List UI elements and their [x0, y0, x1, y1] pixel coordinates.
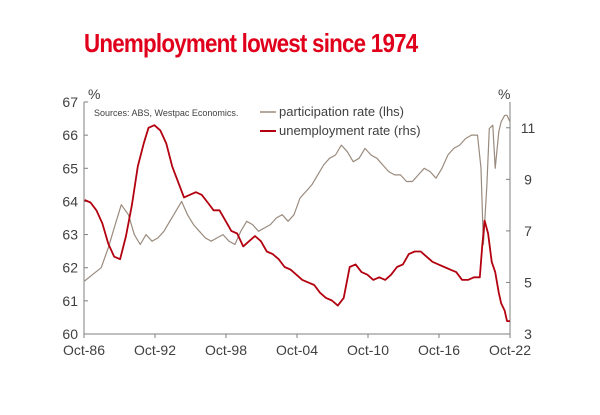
legend-label-participation: participation rate (lhs)	[279, 104, 404, 119]
series-layer	[84, 114, 511, 323]
right-tick-label: 9	[524, 171, 532, 187]
left-tick-label: 61	[62, 293, 78, 309]
x-tick-label: Oct-98	[205, 342, 247, 358]
left-tick-label: 60	[62, 326, 78, 342]
participation-rate-line	[84, 114, 511, 282]
x-tick-label: Oct-86	[63, 342, 105, 358]
right-tick-label: 5	[524, 274, 532, 290]
right-tick-label: 3	[524, 326, 532, 342]
right-tick-label: 7	[524, 223, 532, 239]
x-tick-label: Oct-10	[347, 342, 389, 358]
axes-layer: 60 61 62 63 64 65 66 67 3 5 7 9 11 Oct-86 Oct-92 Oct-98…	[62, 94, 535, 358]
legend-label-unemployment: unemployment rate (rhs)	[279, 123, 421, 138]
left-tick-label: 63	[62, 227, 78, 243]
x-tick-label: Oct-04	[276, 342, 318, 358]
right-tick-label: 11	[521, 120, 536, 136]
legend: participation rate (lhs) unemployment ra…	[260, 104, 421, 138]
left-tick-label: 66	[62, 127, 78, 143]
x-tick-label: Oct-92	[134, 342, 176, 358]
chart-title: Unemployment lowest since 1974	[84, 28, 418, 58]
right-axis-unit: %	[498, 86, 510, 102]
left-tick-label: 64	[62, 193, 78, 209]
source-note: Sources: ABS, Westpac Economics.	[94, 108, 238, 118]
x-tick-label: Oct-22	[489, 342, 531, 358]
left-tick-label: 67	[62, 94, 78, 110]
left-tick-label: 65	[62, 160, 78, 176]
left-axis-unit: %	[88, 86, 100, 102]
unemployment-rate-line	[84, 124, 510, 323]
x-tick-label: Oct-16	[418, 342, 460, 358]
left-tick-label: 62	[62, 260, 78, 276]
